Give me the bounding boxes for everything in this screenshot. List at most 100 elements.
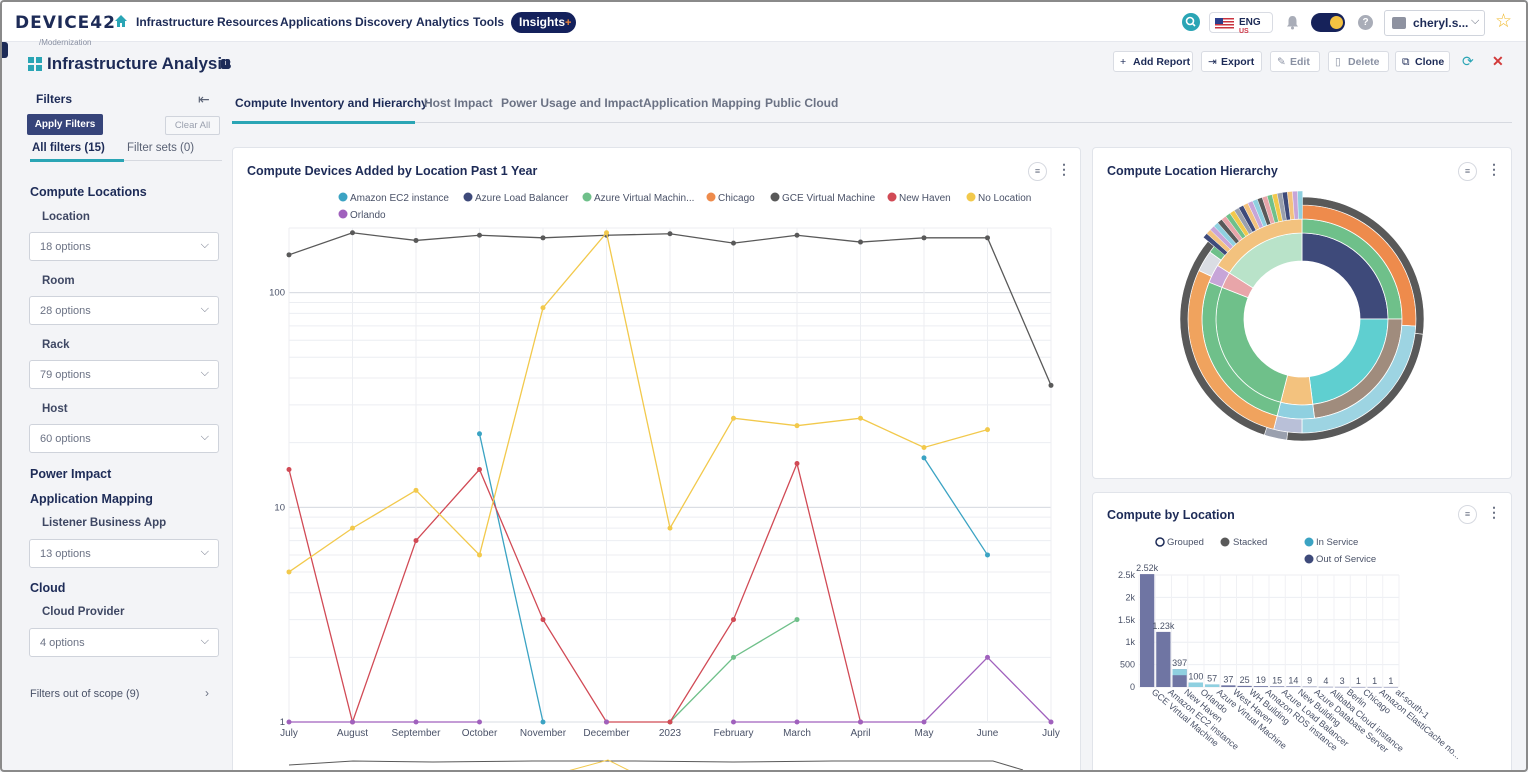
clone-button[interactable]: ⧉ Clone — [1395, 51, 1450, 72]
favorite-star-icon[interactable]: ☆ — [1495, 11, 1513, 32]
rack-select[interactable]: 79 options ⌵ — [29, 360, 219, 389]
theme-toggle[interactable] — [1311, 13, 1345, 32]
listener-select[interactable]: 13 options ⌵ — [29, 539, 219, 568]
apply-filters-button[interactable]: Apply Filters — [27, 114, 103, 135]
data-point-no-location — [286, 569, 292, 575]
info-badge[interactable]: i — [221, 59, 230, 69]
bar-value-label: 1.23k — [1152, 621, 1175, 631]
bar-west-haven — [1221, 685, 1236, 687]
export-button[interactable]: ⇥ Export — [1201, 51, 1262, 72]
filter-icon[interactable]: ≡ — [1458, 505, 1477, 524]
data-point-orlando — [731, 719, 736, 725]
grouped-label: Grouped — [1167, 537, 1204, 548]
legend-marker-out-of-service — [1304, 554, 1314, 564]
x-tick-label: July — [1042, 728, 1060, 739]
legend-marker-gce-virtual-machine — [770, 192, 780, 202]
data-point-gce-virtual-machine — [794, 232, 800, 238]
trash-icon: ▯ — [1335, 56, 1341, 68]
nav-infrastructure[interactable]: Infrastructure — [136, 15, 215, 29]
section-cloud[interactable]: Cloud — [30, 581, 66, 595]
nav-tools[interactable]: Tools — [473, 15, 505, 29]
data-point-new-haven — [477, 467, 482, 473]
tab-public-cloud[interactable]: Public Cloud — [765, 96, 839, 110]
tab-host-impact[interactable]: Host Impact — [424, 96, 493, 110]
bar-chart: Grouped Stacked In Service Out of Service 2.… — [1118, 537, 1463, 761]
location-select[interactable]: 18 options ⌵ — [29, 232, 219, 261]
edit-button[interactable]: ✎ Edit — [1270, 51, 1320, 72]
hierarchy-title: Compute Location Hierarchy — [1107, 164, 1278, 178]
y-tick-label: 2.5k — [1118, 570, 1136, 580]
add-report-button[interactable]: + Add Report — [1113, 51, 1193, 72]
filter-icon[interactable]: ≡ — [1458, 162, 1477, 181]
bar-value-label: 397 — [1172, 658, 1187, 668]
nav-discovery[interactable]: Discovery — [355, 15, 413, 29]
search-icon[interactable] — [1182, 13, 1200, 31]
section-power-impact[interactable]: Power Impact — [30, 467, 112, 481]
data-point-amazon-ec2-instance — [477, 431, 482, 437]
host-select[interactable]: 60 options ⌵ — [29, 424, 219, 453]
series-line-amazon-ec2-instance — [478, 433, 544, 723]
data-point-no-location — [604, 230, 609, 236]
delete-button[interactable]: ▯ Delete — [1328, 51, 1389, 72]
nav-analytics[interactable]: Analytics — [416, 15, 470, 29]
data-point-azure-virtual-machin — [794, 617, 800, 623]
language-label: ENG — [1239, 17, 1261, 28]
bar-value-label: 9 — [1307, 676, 1312, 686]
data-point-orlando — [1048, 719, 1054, 725]
help-icon[interactable]: ? — [1358, 15, 1373, 30]
refresh-icon[interactable]: ⟳ — [1462, 53, 1474, 69]
bar-azure-load-balancer — [1270, 686, 1285, 687]
host-label: Host — [42, 403, 68, 415]
clear-all-button[interactable]: Clear All — [165, 116, 220, 135]
language-selector[interactable]: ENG US — [1209, 12, 1273, 35]
legend-label-chicago: Chicago — [718, 193, 755, 204]
data-point-gce-virtual-machine — [985, 235, 990, 241]
collapse-panel-icon[interactable]: ⇤ — [198, 91, 210, 107]
tab-application-mapping[interactable]: Application Mapping — [643, 96, 761, 110]
more-options-icon[interactable]: ⋮ — [1487, 504, 1501, 520]
y-tick-label: 1 — [280, 717, 285, 728]
legend-marker-in-service — [1304, 537, 1314, 547]
tab-filter-sets[interactable]: Filter sets (0) — [127, 142, 195, 154]
bar-value-label: 2.52k — [1136, 563, 1159, 573]
report-tabs-divider — [232, 122, 1512, 123]
filter-tabs-divider — [30, 160, 222, 161]
legend-marker-orlando — [338, 209, 348, 219]
data-point-gce-virtual-machine — [1048, 382, 1054, 388]
data-point-gce-virtual-machine — [540, 235, 546, 241]
cloud-provider-select[interactable]: 4 options ⌵ — [29, 628, 219, 657]
tab-all-filters[interactable]: All filters (15) — [32, 142, 105, 154]
bell-icon[interactable] — [1286, 15, 1299, 30]
close-icon[interactable]: ✕ — [1492, 53, 1504, 69]
section-compute-locations[interactable]: Compute Locations — [30, 185, 147, 199]
nav-resources[interactable]: Resources — [217, 15, 279, 29]
user-menu[interactable]: cheryl.s... ⌵ — [1384, 10, 1485, 36]
tab-compute-inventory[interactable]: Compute Inventory and Hierarchy — [235, 96, 428, 110]
more-options-icon[interactable]: ⋮ — [1057, 161, 1071, 177]
data-point-azure-virtual-machin — [731, 654, 736, 660]
nav-applications[interactable]: Applications — [280, 15, 353, 29]
more-options-icon[interactable]: ⋮ — [1487, 161, 1501, 177]
legend-label-azure-load-balancer: Azure Load Balancer — [475, 193, 569, 204]
rack-label: Rack — [42, 339, 70, 351]
bar-new-building — [1286, 686, 1301, 687]
stacked-label: Stacked — [1233, 537, 1267, 548]
breadcrumb[interactable]: /Modernization — [39, 38, 92, 47]
data-point-amazon-ec2-instance — [985, 552, 990, 558]
room-select[interactable]: 28 options ⌵ — [29, 296, 219, 325]
tab-power-usage[interactable]: Power Usage and Impact — [501, 96, 644, 110]
data-point-new-haven — [667, 719, 673, 725]
filter-icon[interactable]: ≡ — [1028, 162, 1047, 181]
section-application-mapping[interactable]: Application Mapping — [30, 492, 153, 506]
home-icon[interactable] — [114, 14, 128, 28]
chevron-right-icon[interactable]: › — [205, 686, 209, 700]
logo[interactable]: DEVICE42 — [15, 13, 116, 33]
data-point-no-location — [921, 444, 927, 450]
legend-marker-no-location — [966, 192, 976, 202]
data-point-no-location — [477, 552, 482, 558]
side-panel-handle[interactable] — [2, 42, 8, 58]
filters-out-of-scope[interactable]: Filters out of scope (9) — [30, 688, 140, 700]
insights-button[interactable]: Insights+ — [511, 12, 576, 33]
y-tick-label: 10 — [274, 502, 285, 513]
